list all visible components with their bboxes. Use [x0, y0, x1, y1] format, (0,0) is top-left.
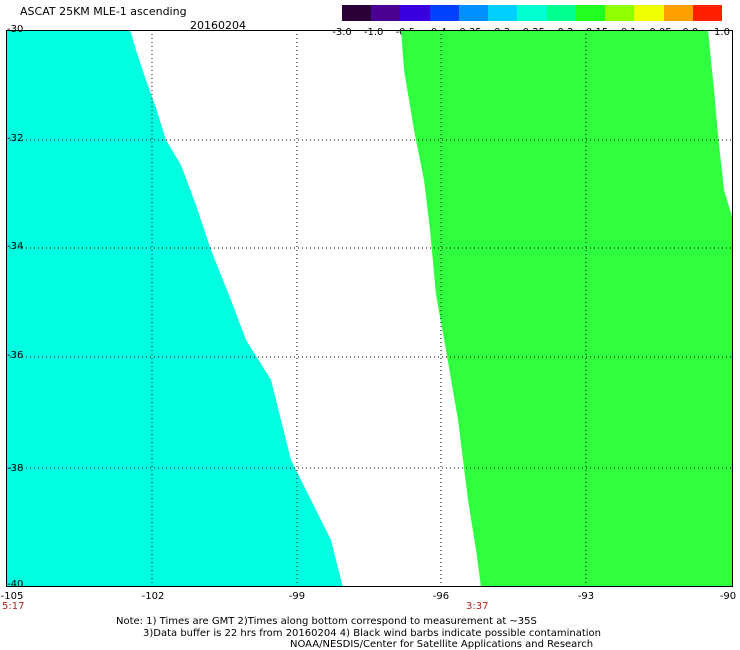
- colorbar-label: -3.0: [332, 27, 352, 38]
- lon-label-102: -102: [141, 591, 165, 602]
- colorbar-label: -1.0: [363, 27, 384, 38]
- colorbar-segment: [546, 5, 576, 21]
- colorbar-segment: [458, 5, 489, 21]
- lon-label-105: -105: [0, 591, 24, 602]
- colorbar-label: 1.0: [714, 27, 730, 38]
- note-line-2: 3)Data buffer is 22 hrs from 20160204 4)…: [143, 628, 601, 639]
- colorbar-segment: [342, 5, 372, 21]
- map-title: ASCAT 25KM MLE-1 ascending: [20, 5, 187, 18]
- colorbar-segment: [692, 5, 723, 21]
- lon-label-99: -99: [288, 591, 306, 602]
- colorbar-segment: [517, 5, 547, 21]
- colorbar: [342, 5, 723, 21]
- colorbar-segment: [634, 5, 664, 21]
- lat-label-38: -38: [7, 463, 24, 474]
- colorbar-segment: [575, 5, 606, 21]
- colorbar-segment: [663, 5, 693, 21]
- lon-label-90: -90: [719, 591, 737, 602]
- swath-left: [6, 30, 343, 587]
- colorbar-segment: [605, 5, 635, 21]
- swath-right: [401, 30, 733, 587]
- lon-label-93: -93: [577, 591, 595, 602]
- colorbar-segment: [400, 5, 430, 21]
- colorbar-segment: [371, 5, 401, 21]
- map-plot-area: [6, 30, 733, 587]
- swath-time-left: 5:17: [2, 601, 25, 612]
- lat-label-34: -34: [7, 241, 24, 252]
- map-svg: [6, 30, 733, 587]
- note-line-3: NOAA/NESDIS/Center for Satellite Applica…: [290, 639, 594, 650]
- colorbar-segment: [429, 5, 459, 21]
- lat-label-32: -32: [7, 133, 24, 144]
- lat-label-36: -36: [7, 350, 24, 361]
- swath-time-right: 3:37: [466, 601, 489, 612]
- lat-label-30: -30: [7, 24, 24, 35]
- map-frame: [6, 30, 733, 587]
- map-date: 20160204: [190, 19, 246, 32]
- lat-label-40: -40: [7, 579, 24, 590]
- colorbar-segment: [488, 5, 518, 21]
- lon-label-96: -96: [432, 591, 450, 602]
- note-line-1: Note: 1) Times are GMT 2)Times along bot…: [116, 616, 537, 627]
